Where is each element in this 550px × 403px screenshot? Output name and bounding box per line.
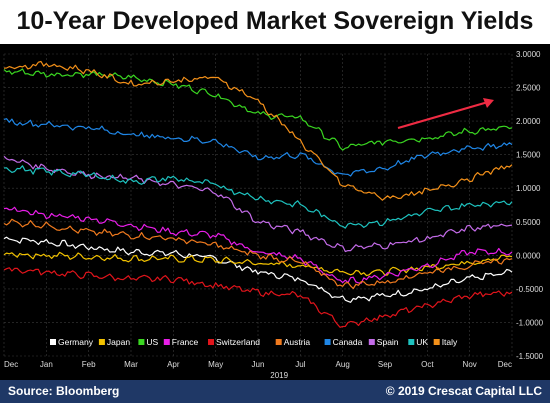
x-tick-label: Nov [463,360,477,369]
legend-label-japan: Japan [107,337,130,347]
legend-label-us: US [146,337,158,347]
series-line-us [3,68,513,151]
chart-title: 10-Year Developed Market Sovereign Yield… [16,7,534,35]
legend-swatch-canada [324,339,331,345]
legend-swatch-switzerland [208,339,214,345]
y-tick-label: -1.5000 [516,352,544,361]
y-tick-label: 3.0000 [516,50,541,59]
legend-swatch-japan [98,339,105,345]
x-tick-label: Dec [498,360,512,369]
y-tick-label: 1.0000 [516,184,541,193]
y-tick-label: 0.5000 [516,218,541,227]
series-line-italy [3,60,513,201]
series-lines [3,60,513,328]
legend-swatch-france [163,339,170,345]
series-line-austria [3,218,513,290]
y-tick-label: -0.5000 [516,285,544,294]
legend-swatch-us [138,339,145,345]
legend-label-italy: Italy [442,337,458,347]
y-tick-label: 2.0000 [516,117,541,126]
x-tick-label: Jun [252,360,265,369]
x-tick-label: Dec [4,360,18,369]
series-line-france [3,206,513,284]
legend-label-france: France [172,337,199,347]
x-tick-label: Mar [124,360,138,369]
x-tick-label: Jul [295,360,305,369]
series-line-uk [3,165,513,229]
x-axis: Dec Jan Feb Mar Apr May Jun Jul Aug Sep Oct Nov Dec 2… [4,360,512,380]
series-line-germany [3,236,513,303]
copyright-label: © 2019 Crescat Capital LLC [385,384,542,398]
x-tick-label: May [208,360,223,369]
line-chart: 3.0000 2.5000 2.0000 1.5000 1.0000 0.5000 0.00… [3,50,544,380]
arrow-head [483,98,494,108]
legend-label-canada: Canada [333,337,363,347]
legend: Germany Japan US France Switzerland Austria Ca… [50,337,458,347]
legend-label-germany: Germany [58,337,94,347]
legend-swatch-germany [50,339,56,345]
series-line-switzerland [3,267,513,328]
footer-bar: Source: Bloomberg © 2019 Crescat Capital… [0,380,550,403]
y-axis: 3.0000 2.5000 2.0000 1.5000 1.0000 0.5000 0.00… [516,50,544,361]
series-line-canada [3,118,513,177]
legend-swatch-uk [408,339,415,345]
y-tick-label: -1.0000 [516,318,544,327]
x-axis-label: 2019 [270,371,288,380]
legend-swatch-italy [433,339,440,345]
y-tick-label: 1.5000 [516,151,541,160]
series-line-japan [3,251,513,277]
arrow-shaft [397,100,489,130]
x-tick-label: Sep [378,360,393,369]
x-tick-label: Apr [167,360,180,369]
y-tick-label: 2.5000 [516,84,541,93]
x-tick-label: Feb [82,360,96,369]
legend-label-spain: Spain [377,337,399,347]
x-tick-label: Aug [336,360,350,369]
source-label: Source: Bloomberg [8,384,120,398]
legend-label-uk: UK [416,337,428,347]
legend-label-switzerland: Switzerland [216,337,260,347]
chart-area: 3.0000 2.5000 2.0000 1.5000 1.0000 0.5000 0.00… [0,44,550,380]
legend-label-austria: Austria [284,337,311,347]
series-line-spain [3,155,513,253]
y-tick-label: 0.0000 [516,251,541,260]
legend-swatch-spain [368,339,375,345]
legend-swatch-austria [275,339,282,345]
x-tick-label: Oct [421,360,434,369]
trend-arrow [397,98,494,130]
x-tick-label: Jan [40,360,53,369]
